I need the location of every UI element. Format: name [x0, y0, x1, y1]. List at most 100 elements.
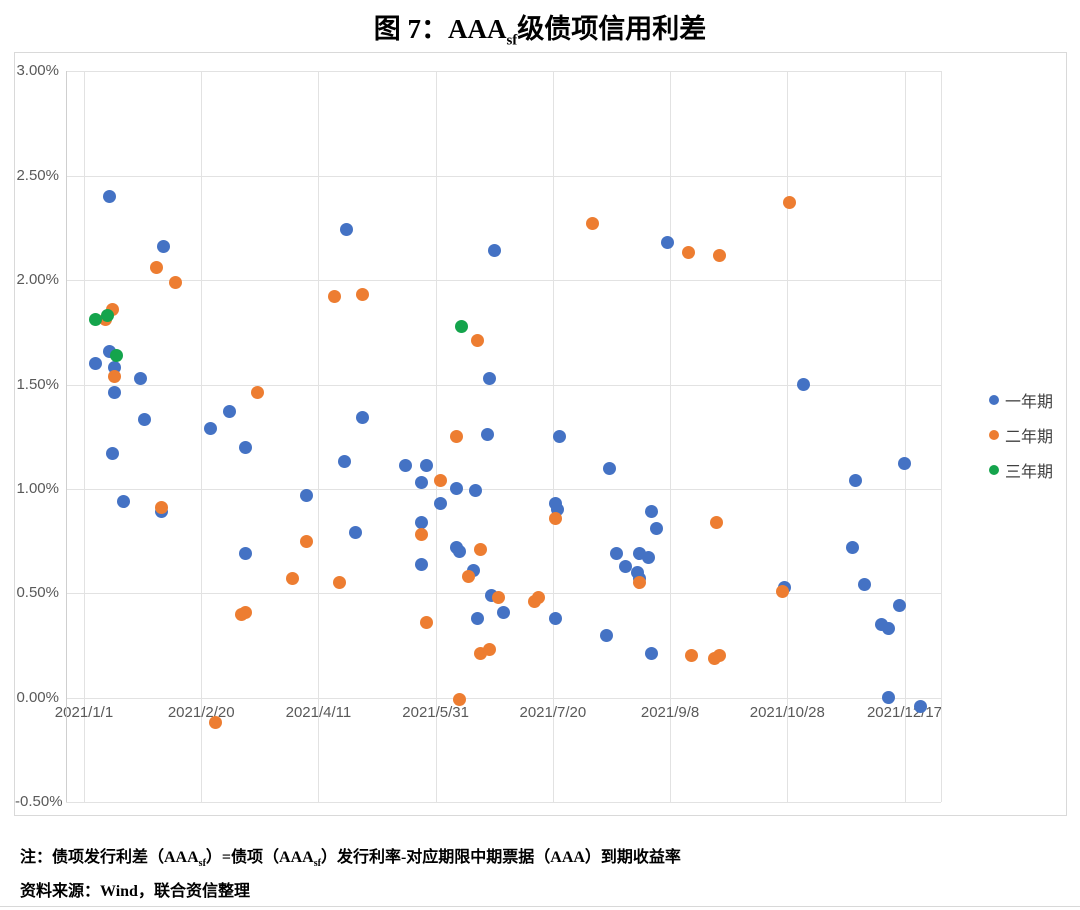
data-point-二年期 — [712, 649, 726, 663]
x-axis-tick-label: 2021/4/11 — [285, 703, 352, 721]
data-point-二年期 — [415, 528, 429, 542]
data-point-一年期 — [483, 371, 497, 385]
y-axis-tick-label: -0.50% — [15, 793, 63, 811]
data-point-一年期 — [415, 515, 429, 529]
data-point-二年期 — [710, 515, 724, 529]
legend-item: 二年期 — [989, 425, 1054, 446]
data-point-二年期 — [286, 572, 300, 586]
data-point-一年期 — [452, 545, 466, 559]
data-point-一年期 — [450, 482, 464, 496]
data-point-一年期 — [239, 547, 253, 561]
y-axis-line — [66, 71, 67, 803]
legend-marker-icon — [989, 394, 999, 405]
y-gridline — [66, 384, 941, 386]
data-point-一年期 — [89, 357, 103, 371]
data-point-一年期 — [553, 430, 567, 444]
data-point-一年期 — [914, 699, 928, 713]
data-point-一年期 — [480, 428, 494, 442]
data-point-一年期 — [661, 236, 675, 250]
legend-label: 一年期 — [1005, 393, 1054, 411]
data-point-二年期 — [433, 474, 447, 488]
chart-title: 图 7：AAAsf级债项信用利差 — [0, 7, 1080, 49]
y-gridline — [66, 488, 941, 490]
legend-item: 三年期 — [989, 460, 1054, 481]
x-axis-tick-label: 2021/12/17 — [866, 703, 943, 721]
text-run: 注：债项发行利差（AAA — [20, 849, 199, 866]
y-gridline — [66, 802, 941, 804]
data-point-一年期 — [893, 599, 907, 613]
subscript-text: sf — [506, 32, 518, 49]
data-point-二年期 — [776, 584, 790, 598]
data-point-二年期 — [548, 511, 562, 525]
chart-plot-area: 3.00% 2.50% 2.00% 1.50% 1.00% 0.50% 0.00% -0.50… — [14, 52, 1067, 816]
text-run: 图 7：AAA — [373, 14, 507, 44]
data-point-二年期 — [333, 576, 347, 590]
data-point-一年期 — [602, 461, 616, 475]
chart-legend: 一年期 二年期 三年期 — [989, 390, 1053, 495]
text-run: 级债项信用利差 — [517, 14, 707, 44]
data-point-一年期 — [433, 497, 447, 511]
data-point-一年期 — [881, 691, 895, 705]
data-point-二年期 — [586, 217, 600, 231]
plot-right-border — [941, 71, 942, 803]
text-run: ）发行利率-对应期限中期票据（AAA）到期收益率 — [320, 849, 681, 866]
y-axis-tick-label: 2.00% — [16, 271, 59, 289]
x-axis-tick-label: 2021/7/20 — [519, 703, 587, 721]
data-point-一年期 — [157, 240, 171, 254]
legend-item: 一年期 — [989, 390, 1054, 411]
legend-label: 三年期 — [1005, 463, 1054, 481]
data-point-二年期 — [471, 334, 485, 348]
x-gridline — [435, 71, 437, 803]
data-point-一年期 — [117, 494, 131, 508]
data-point-二年期 — [356, 288, 370, 302]
data-point-二年期 — [483, 643, 497, 657]
data-point-一年期 — [548, 611, 562, 625]
y-axis-tick-label: 3.00% — [16, 62, 59, 80]
data-point-二年期 — [532, 590, 546, 604]
x-axis-tick-label: 2021/5/31 — [402, 703, 469, 721]
legend-label: 二年期 — [1005, 428, 1054, 446]
chart-source: 资料来源：Wind，联合资信整理 — [20, 883, 250, 900]
data-point-一年期 — [497, 605, 511, 619]
data-point-一年期 — [644, 647, 658, 661]
data-point-一年期 — [337, 455, 351, 469]
x-axis-tick-label: 2021/2/20 — [167, 703, 235, 721]
data-point-二年期 — [154, 501, 168, 515]
data-point-一年期 — [222, 405, 236, 419]
data-point-二年期 — [239, 605, 253, 619]
data-point-一年期 — [103, 190, 117, 204]
legend-marker-icon — [989, 464, 999, 475]
data-point-二年期 — [168, 275, 182, 289]
y-gridline — [66, 697, 941, 699]
subscript-text: sf — [198, 858, 206, 870]
data-point-三年期 — [454, 319, 468, 333]
x-axis-tick-label: 2021/10/28 — [749, 703, 825, 721]
data-point-一年期 — [356, 411, 370, 425]
data-point-二年期 — [208, 716, 222, 730]
page-divider — [0, 906, 1080, 907]
data-point-一年期 — [340, 223, 354, 237]
data-point-一年期 — [419, 459, 433, 473]
data-point-一年期 — [609, 547, 623, 561]
x-gridline — [84, 71, 85, 803]
data-point-二年期 — [633, 576, 647, 590]
y-gridline — [66, 175, 941, 177]
data-point-二年期 — [461, 570, 475, 584]
y-gridline — [66, 280, 941, 282]
data-point-一年期 — [642, 551, 656, 565]
x-axis-tick-label: 2021/9/8 — [640, 703, 700, 721]
x-axis-tick-label: 2021/1/1 — [54, 703, 114, 721]
y-axis-tick-label: 0.00% — [16, 688, 59, 706]
data-point-三年期 — [100, 309, 114, 323]
data-point-一年期 — [133, 371, 147, 385]
y-gridline — [66, 71, 941, 73]
data-point-二年期 — [452, 693, 466, 707]
data-point-一年期 — [846, 540, 860, 554]
data-point-二年期 — [328, 290, 342, 304]
data-point-一年期 — [107, 386, 121, 400]
chart-footnote: 注：债项发行利差（AAAsf）=债项（AAAsf）发行利率-对应期限中期票据（A… — [20, 843, 681, 869]
data-point-一年期 — [797, 378, 811, 391]
text-run: ）=债项（AAA — [205, 849, 314, 866]
y-axis-tick-label: 1.00% — [16, 479, 59, 497]
